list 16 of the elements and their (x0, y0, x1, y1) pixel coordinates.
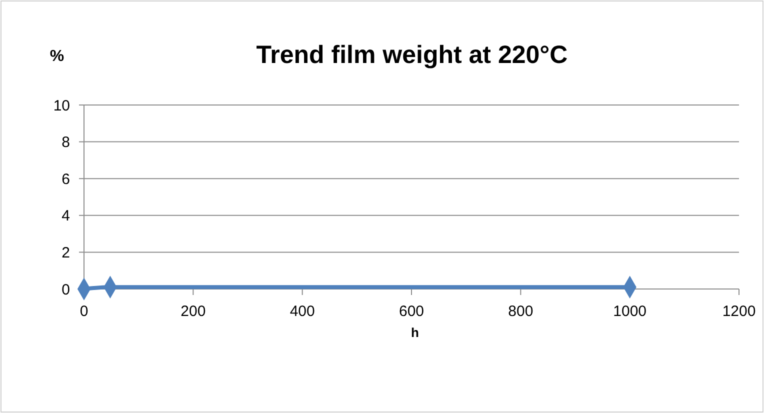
x-tick-label: 0 (80, 303, 88, 320)
y-tick-label: 8 (62, 134, 70, 152)
y-tick-label: 10 (53, 97, 70, 114)
y-tick-label: 0 (62, 281, 70, 298)
x-tick-label: 1200 (722, 303, 756, 320)
y-axis-title: % (50, 48, 64, 65)
chart-title: Trend film weight at 220°C (256, 41, 568, 69)
y-tick-label: 6 (62, 170, 70, 188)
x-tick-label: 800 (508, 303, 534, 320)
y-tick-label: 4 (62, 208, 70, 225)
x-tick-label: 400 (290, 303, 315, 320)
x-tick-label: 1000 (613, 303, 647, 320)
x-tick-label: 600 (398, 303, 424, 320)
x-tick-label: 200 (180, 303, 206, 320)
y-tick-label: 2 (62, 244, 70, 262)
x-axis-title: h (411, 325, 420, 340)
